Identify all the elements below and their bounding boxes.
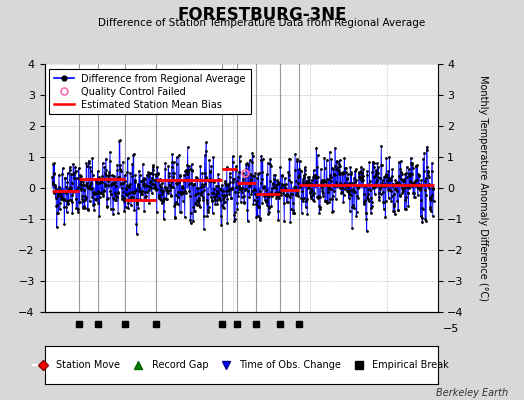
Text: Berkeley Earth: Berkeley Earth <box>436 388 508 398</box>
Y-axis label: Monthly Temperature Anomaly Difference (°C): Monthly Temperature Anomaly Difference (… <box>478 75 488 301</box>
Text: FORESTBURG-3NE: FORESTBURG-3NE <box>177 6 347 24</box>
Legend: Station Move, Record Gap, Time of Obs. Change, Empirical Break: Station Move, Record Gap, Time of Obs. C… <box>29 356 453 374</box>
Text: Difference of Station Temperature Data from Regional Average: Difference of Station Temperature Data f… <box>99 18 425 28</box>
Text: −5: −5 <box>443 324 459 334</box>
Legend: Difference from Regional Average, Quality Control Failed, Estimated Station Mean: Difference from Regional Average, Qualit… <box>49 69 251 114</box>
